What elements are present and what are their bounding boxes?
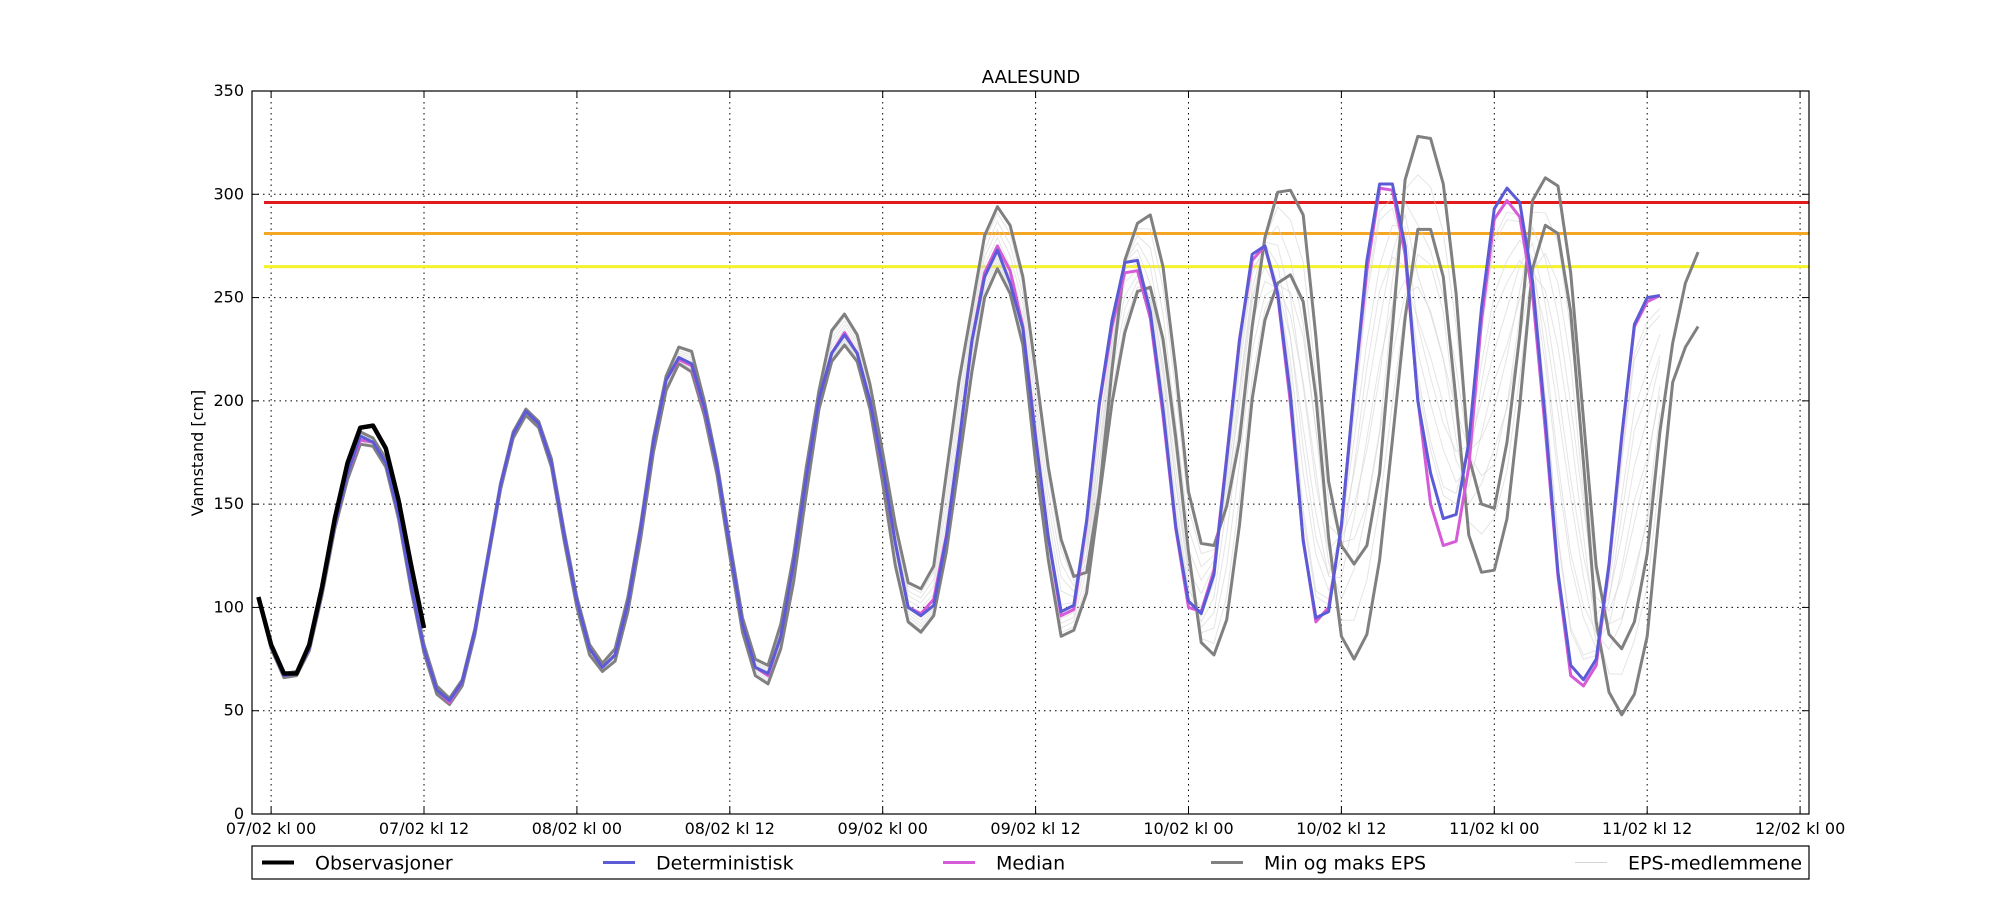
deterministic-line: [256, 182, 1661, 702]
eps-member-line: [257, 254, 1661, 703]
eps-member-line: [257, 252, 1661, 705]
x-tick-label: 09/02 kl 12: [990, 819, 1080, 838]
y-axis-label: Vannstand [cm]: [188, 390, 207, 516]
y-tick-label: 100: [213, 597, 244, 616]
eps-max-line: [256, 134, 1700, 700]
y-tick-label: 350: [213, 81, 244, 100]
chart-title: AALESUND: [982, 67, 1080, 88]
legend-label: Median: [996, 853, 1065, 875]
observations-line: [256, 423, 427, 676]
x-tick-label: 12/02 kl 00: [1755, 819, 1845, 838]
x-tick-label: 11/02 kl 12: [1602, 819, 1692, 838]
y-tick-label: 50: [224, 701, 244, 720]
legend-label: Deterministisk: [656, 853, 794, 875]
y-tick-label: 0: [234, 804, 244, 823]
y-tick-label: 300: [213, 184, 244, 203]
y-tick-label: 150: [213, 494, 244, 513]
plot-frame: [251, 90, 1810, 815]
legend-box: [251, 845, 1810, 880]
data-series: [256, 134, 1809, 717]
legend-label: EPS-medlemmene: [1628, 853, 1802, 875]
x-tick-label: 10/02 kl 00: [1143, 819, 1233, 838]
x-tick-label: 08/02 kl 00: [532, 819, 622, 838]
x-tick-label: 08/02 kl 12: [685, 819, 775, 838]
legend: Observasjoner Deterministisk Median Min og …: [251, 845, 1810, 880]
x-tick-label: 09/02 kl 00: [838, 819, 928, 838]
x-tick-label: 10/02 kl 12: [1296, 819, 1386, 838]
legend-label: Min og maks EPS: [1264, 853, 1426, 875]
y-tick-label: 250: [213, 288, 244, 307]
x-tick-label: 07/02 kl 12: [379, 819, 469, 838]
x-tick-label: 11/02 kl 00: [1449, 819, 1539, 838]
y-tick-label: 200: [213, 391, 244, 410]
legend-label: Observasjoner: [315, 853, 453, 875]
plot-area: 0 50 100 150 200 250 300 350 07/02 kl 00 07/02 kl…: [213, 81, 1845, 838]
x-tick-label: 07/02 kl 00: [226, 819, 316, 838]
